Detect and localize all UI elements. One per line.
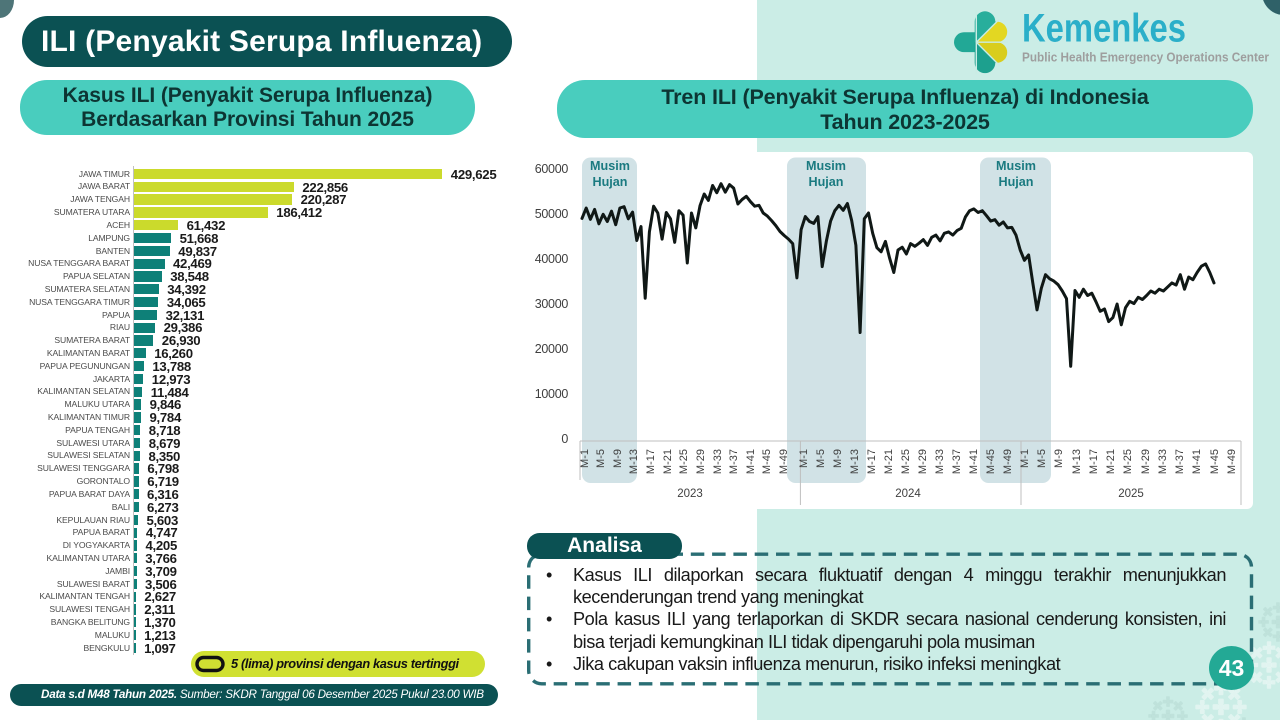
svg-text:Kemenkes: Kemenkes xyxy=(1022,7,1186,51)
svg-text:Public Health Emergency Operat: Public Health Emergency Operations Cente… xyxy=(1022,50,1269,65)
